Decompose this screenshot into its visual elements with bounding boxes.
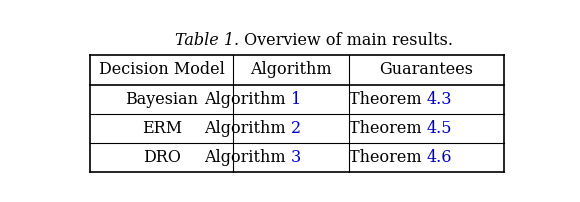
Text: Theorem: Theorem (349, 149, 426, 166)
Text: Table 1. Overview of main results.: Table 1. Overview of main results. (158, 32, 436, 49)
Text: Bayesian: Bayesian (125, 90, 198, 108)
Text: Table 1.: Table 1. (72, 180, 137, 197)
Text: 1: 1 (291, 90, 301, 108)
Text: ERM: ERM (142, 120, 182, 137)
Text: 4.3: 4.3 (426, 90, 452, 108)
Text: Theorem: Theorem (349, 90, 426, 108)
Text: Algorithm: Algorithm (250, 61, 332, 78)
Text: Table 1.: Table 1. (175, 32, 239, 49)
Text: Decision Model: Decision Model (99, 61, 225, 78)
Text: Guarantees: Guarantees (379, 61, 473, 78)
Text: Theorem: Theorem (349, 120, 426, 137)
Text: Overview of main results.: Overview of main results. (239, 32, 453, 49)
Text: 3: 3 (291, 149, 301, 166)
Text: Algorithm: Algorithm (204, 149, 291, 166)
Text: 4.6: 4.6 (426, 149, 452, 166)
Text: DRO: DRO (143, 149, 181, 166)
Text: Algorithm: Algorithm (204, 120, 291, 137)
Text: 2: 2 (291, 120, 301, 137)
Text: Algorithm: Algorithm (204, 90, 291, 108)
Text: 4.5: 4.5 (426, 120, 452, 137)
